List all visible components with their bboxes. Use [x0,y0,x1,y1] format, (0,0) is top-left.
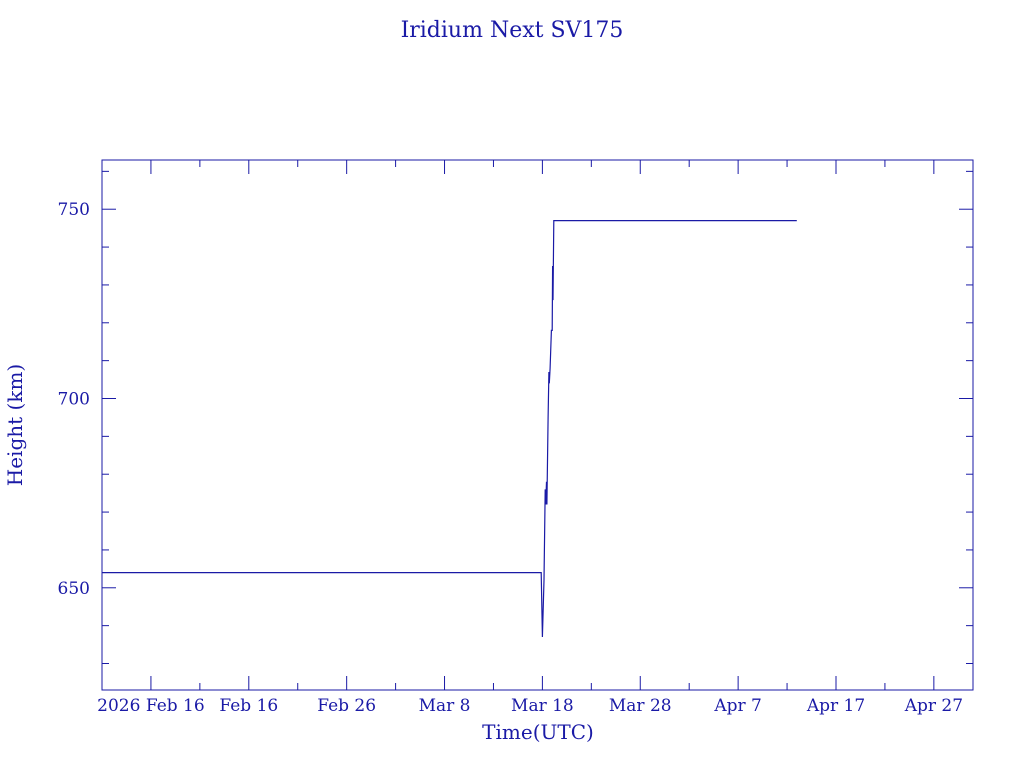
series-group [102,220,797,638]
y-tick-label: 650 [58,579,90,599]
x-tick-label: Feb 26 [317,696,376,716]
x-tick-label: Apr 17 [806,696,865,716]
plot-frame [101,159,974,691]
x-tick-label: Apr 7 [713,696,762,716]
x-axis-label: Time(UTC) [482,720,594,744]
y-axis-label: Height (km) [3,364,27,486]
x-tick-label: Mar 8 [419,696,471,716]
x-tick-label: Feb 16 [219,696,278,716]
y-axis-ticks: 650 700 750 [58,170,973,664]
y-tick-label: 700 [58,390,90,410]
chart-title: Iridium Next SV175 [401,18,624,43]
x-axis-ticks: 2026 Feb 16 Feb 16 Feb 26 Mar 8 Mar 18 Mar 28… [97,160,963,716]
x-tick-label: Apr 27 [904,696,963,716]
height-series-line [102,220,797,638]
x-tick-label: Mar 18 [511,696,574,716]
x-tick-label: Mar 28 [609,696,672,716]
x-tick-label: 2026 Feb 16 [97,696,205,716]
y-tick-label: 750 [58,200,90,220]
